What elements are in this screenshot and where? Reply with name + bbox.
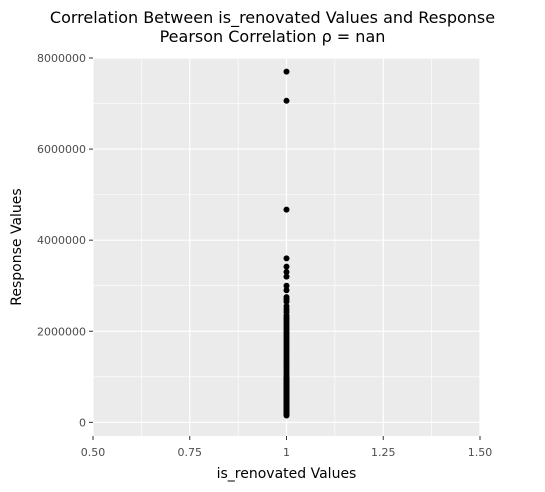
data-point <box>283 273 290 280</box>
data-point <box>283 97 290 104</box>
data-point <box>283 298 290 305</box>
x-tick-label: 0.50 <box>81 446 106 459</box>
data-point <box>283 282 290 289</box>
y-tick-label: 2000000 <box>37 325 86 338</box>
data-point <box>283 255 290 262</box>
y-tick-label: 8000000 <box>37 52 86 65</box>
x-tick-label: 1.25 <box>371 446 396 459</box>
x-tick-label: 0.75 <box>178 446 203 459</box>
x-tick-label: 1 <box>283 446 290 459</box>
axis-ticks: 0.50 0.75 1 1.25 1.50 0 2000000 4000000 6000000 8… <box>37 52 492 459</box>
data-points <box>283 68 290 419</box>
data-point <box>283 263 290 270</box>
data-point <box>283 287 290 294</box>
data-point <box>283 269 290 276</box>
chart-title: Correlation Between is_renovated Values … <box>49 8 496 27</box>
chart-title-block: Correlation Between is_renovated Values … <box>0 8 545 46</box>
chart-subtitle: Pearson Correlation ρ = nan <box>159 27 386 46</box>
x-tick-label: 1.50 <box>468 446 493 459</box>
data-point <box>283 412 290 419</box>
y-axis-label: Response Values <box>9 188 25 305</box>
data-point <box>283 206 290 213</box>
y-tick-label: 4000000 <box>37 234 86 247</box>
x-axis-label: is_renovated Values <box>217 466 357 482</box>
data-point <box>283 68 290 75</box>
y-tick-label: 6000000 <box>37 143 86 156</box>
y-tick-label: 0 <box>79 416 86 429</box>
